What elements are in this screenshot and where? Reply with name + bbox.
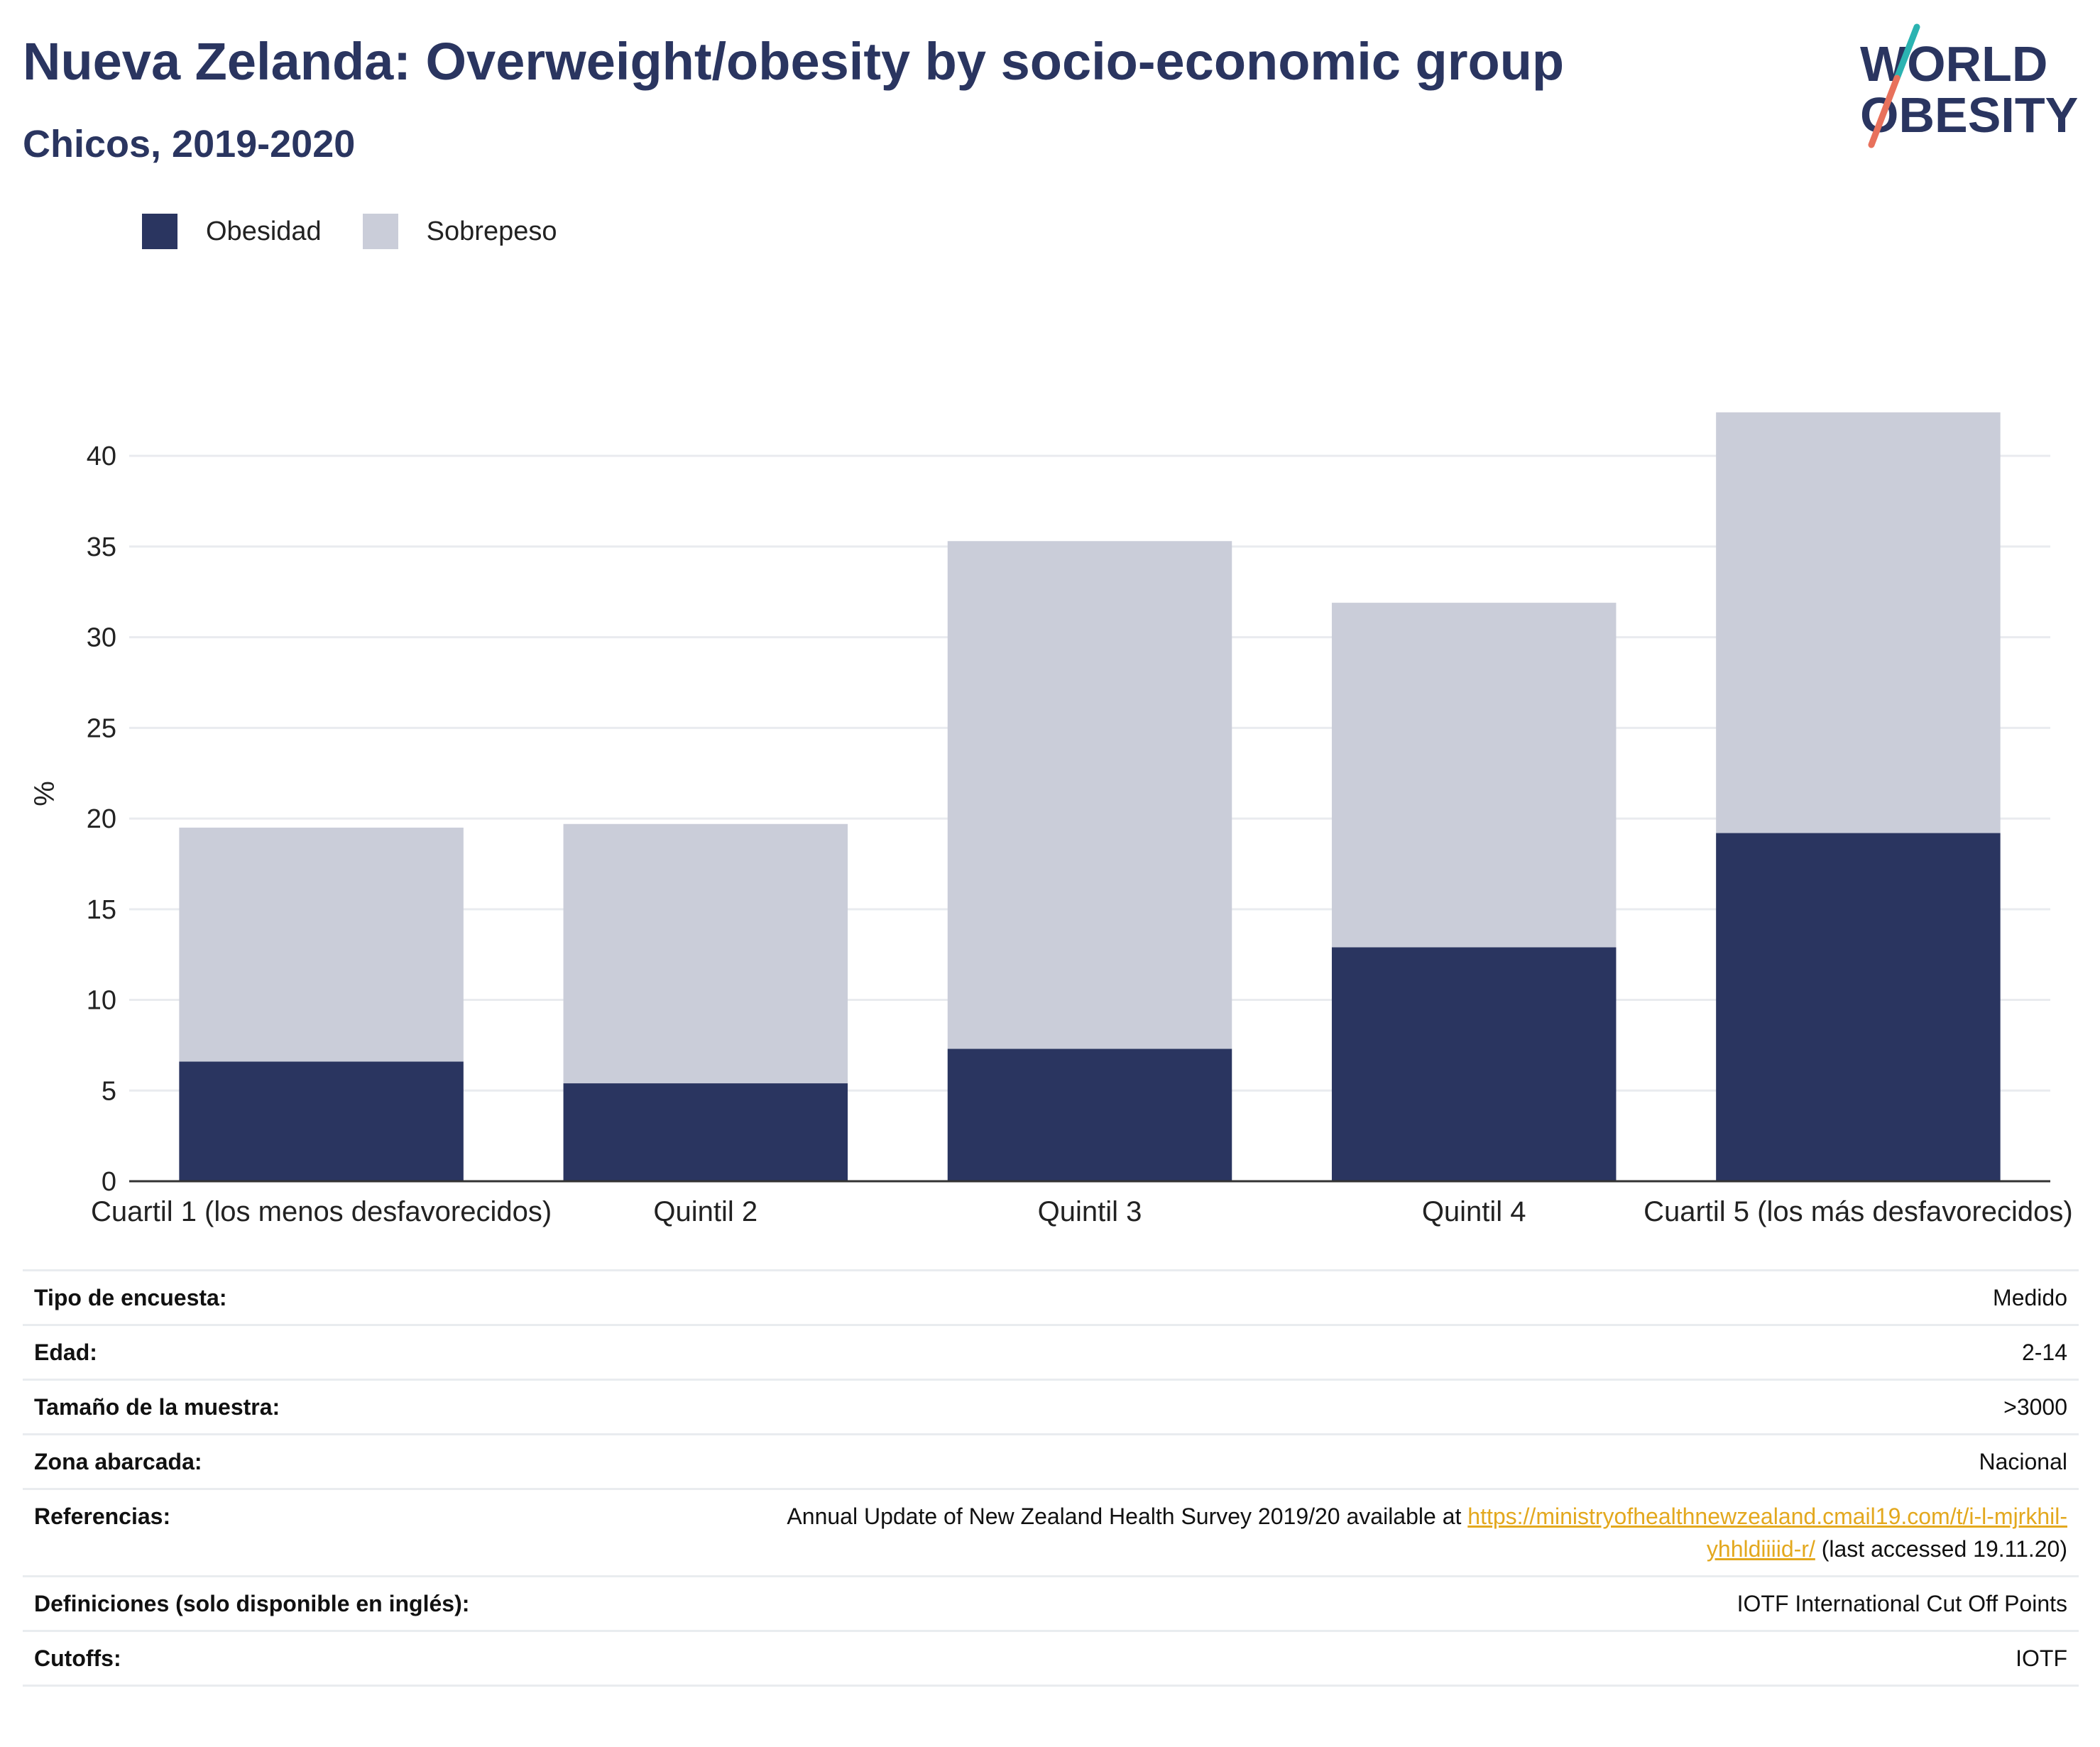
bar-chart: 0 5 10 15 20 25 30 35 40% Cuartil 1 (los menos de…	[29, 412, 2073, 1227]
y-tick-label: 20	[87, 804, 116, 834]
info-row-age: Edad: 2-14	[23, 1325, 2079, 1380]
legend-item-overweight[interactable]: Sobrepeso	[362, 214, 557, 249]
page-title: Nueva Zelanda: Overweight/obesity by soc…	[23, 32, 1565, 91]
page-subtitle: Chicos, 2019-2020	[23, 123, 356, 165]
x-tick-label: Quintil 3	[1038, 1196, 1142, 1227]
info-key: Referencias:	[34, 1504, 171, 1529]
y-tick-label: 30	[87, 623, 116, 653]
info-value: IOTF	[2016, 1645, 2067, 1671]
bar-obesity	[1716, 833, 2001, 1181]
info-value: IOTF International Cut Off Points	[1737, 1591, 2067, 1616]
info-row-definitions: Definiciones (solo disponible en inglés)…	[23, 1576, 2079, 1631]
bar-overweight	[1716, 412, 2001, 833]
world-obesity-logo: WORLD OBESITY	[1860, 23, 2078, 148]
info-row-cutoffs: Cutoffs: IOTF	[23, 1631, 2079, 1686]
reference-accessed: (last accessed 19.11.20)	[1815, 1536, 2067, 1562]
info-value: 2-14	[2021, 1340, 2067, 1365]
logo-slash-teal	[1893, 23, 1920, 82]
info-row-references: Referencias: Annual Update of New Zealan…	[23, 1489, 2079, 1577]
reference-text: Annual Update of New Zealand Health Surv…	[787, 1504, 1468, 1529]
reference-link[interactable]: https://ministryofhealthnewzealand.cmail…	[1467, 1504, 2067, 1529]
legend-swatch-obesity	[142, 214, 177, 249]
y-tick-label: 5	[102, 1076, 116, 1106]
bar-overweight	[947, 541, 1232, 1049]
legend-item-obesity[interactable]: Obesidad	[142, 214, 322, 249]
info-row-area: Zona abarcada: Nacional	[23, 1434, 2079, 1489]
legend-swatch-overweight	[362, 214, 398, 249]
info-value: >3000	[2003, 1394, 2067, 1420]
y-tick-label: 10	[87, 986, 116, 1016]
reference-link-continued[interactable]: yhhldiiiid-r/	[1706, 1536, 1815, 1562]
logo-text-line2: OBESITY	[1860, 87, 2078, 143]
y-tick-label: 40	[87, 442, 116, 471]
logo-text-line1: WORLD	[1860, 36, 2047, 92]
info-key: Tipo de encuesta:	[34, 1285, 227, 1310]
y-tick-label: 15	[87, 895, 116, 925]
x-tick-label: Cuartil 5 (los más desfavorecidos)	[1644, 1196, 2073, 1227]
bar-overweight	[1331, 603, 1617, 948]
info-value-references: Annual Update of New Zealand Health Surv…	[542, 1489, 2079, 1577]
info-key: Definiciones (solo disponible en inglés)…	[34, 1591, 470, 1616]
x-tick-label: Quintil 2	[653, 1196, 758, 1227]
info-key: Edad:	[34, 1340, 97, 1365]
info-row-survey-type: Tipo de encuesta: Medido	[23, 1270, 2079, 1325]
bar-obesity	[947, 1048, 1232, 1181]
info-key: Tamaño de la muestra:	[34, 1394, 280, 1420]
bar-obesity	[563, 1083, 848, 1181]
y-tick-label: 25	[87, 713, 116, 743]
x-tick-label: Quintil 4	[1422, 1196, 1526, 1227]
survey-info-table: Tipo de encuesta: Medido Edad: 2-14 Tama…	[23, 1269, 2079, 1687]
y-tick-label: 0	[102, 1167, 116, 1197]
info-value: Nacional	[1979, 1449, 2067, 1474]
legend-label-obesity: Obesidad	[206, 216, 322, 246]
bar-overweight	[179, 827, 464, 1062]
y-axis-title: %	[29, 781, 60, 806]
info-key: Cutoffs:	[34, 1645, 121, 1671]
chart-legend: Obesidad Sobrepeso	[142, 210, 598, 253]
bar-obesity	[179, 1061, 464, 1181]
legend-label-overweight: Sobrepeso	[426, 216, 557, 246]
y-tick-label: 35	[87, 532, 116, 562]
info-value: Medido	[1993, 1285, 2067, 1310]
logo-slash-coral	[1868, 75, 1901, 148]
x-tick-label: Cuartil 1 (los menos desfavorecidos)	[91, 1196, 552, 1227]
bar-overweight	[563, 823, 848, 1084]
info-row-sample-size: Tamaño de la muestra: >3000	[23, 1379, 2079, 1435]
info-key: Zona abarcada:	[34, 1449, 202, 1474]
bar-obesity	[1331, 947, 1617, 1181]
